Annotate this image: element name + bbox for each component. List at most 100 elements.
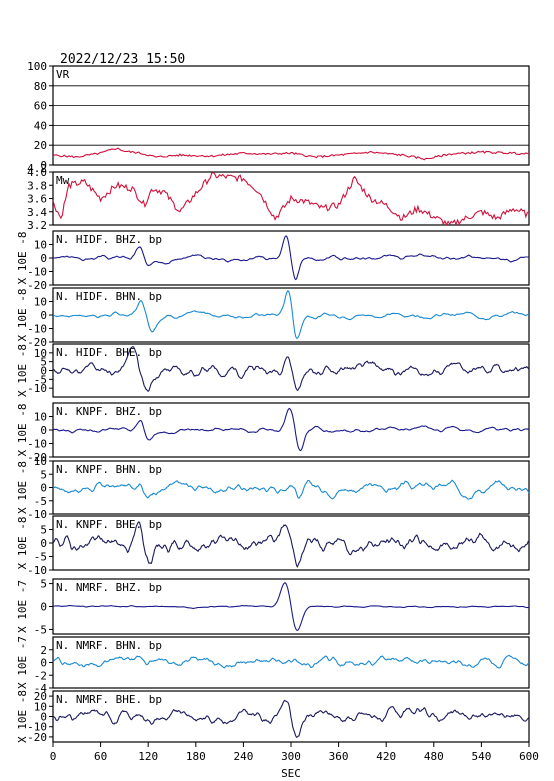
y-tick-label: 5 [40, 356, 47, 369]
y-tick-label: 5 [40, 578, 47, 591]
panel-label: N. HIDF. BHE. bp [56, 346, 162, 359]
panel-label: Mw [56, 174, 70, 187]
y-tick-label: 4.2 [27, 162, 47, 175]
y-tick-label: 3.2 [27, 219, 47, 232]
y-tick-label: -10 [27, 266, 47, 279]
panel-unit: X 10E -8 [16, 289, 29, 342]
panel-frame [52, 171, 530, 226]
y-tick-label: 0 [40, 482, 47, 495]
panel-n-nmrf-bhz-bp: -5 0 5 N. NMRF. BHZ. bp X 10E -7 [16, 578, 530, 636]
x-tick-label: 300 [281, 750, 301, 763]
panel-label: N. KNPF. BHZ. bp [56, 405, 162, 418]
panel-label: VR [56, 68, 70, 81]
series-line [52, 582, 530, 632]
x-tick-label: 360 [329, 750, 349, 763]
y-tick-label: 2 [40, 644, 47, 657]
y-tick-label: 10 [34, 411, 47, 424]
y-tick-label: 10 [34, 239, 47, 252]
series-line [52, 521, 530, 568]
y-tick-label: -4 [34, 682, 48, 695]
panel-label: N. NMRF. BHZ. bp [56, 581, 162, 594]
y-tick-label: -20 [27, 451, 47, 464]
x-tick-label: 0 [50, 750, 57, 763]
y-tick-label: -5 [34, 623, 47, 636]
y-tick-label: -5 [34, 495, 47, 508]
y-tick-label: 60 [34, 100, 47, 113]
y-tick-label: 3.4 [27, 206, 47, 219]
series-line [52, 290, 530, 339]
y-tick-label: 5 [40, 524, 47, 537]
panel-label: N. NMRF. BHN. bp [56, 639, 162, 652]
panel-label: N. KNPF. BHE. bp [56, 518, 162, 531]
y-tick-label: 10 [34, 455, 47, 468]
panel-unit: X 10E -8 [16, 461, 29, 514]
x-tick-label: 180 [186, 750, 206, 763]
y-tick-label: -10 [27, 438, 47, 451]
y-tick-label: -2 [34, 669, 47, 682]
x-tick-label: 540 [471, 750, 491, 763]
series-line [52, 654, 530, 669]
series-line [52, 699, 530, 738]
panel-frame [52, 65, 530, 166]
x-tick-label: 420 [376, 750, 396, 763]
chart-datetime: 2022/12/23 15:50 [60, 52, 185, 67]
series-line [52, 147, 530, 161]
panel-mw: 3.23.43.63.84.04.2 Mw [27, 162, 530, 232]
y-tick-label: -10 [27, 382, 47, 395]
y-tick-label: -5 [34, 551, 47, 564]
x-tick-label: 600 [519, 750, 539, 763]
panel-label: N. KNPF. BHN. bp [56, 463, 162, 476]
series-line [52, 171, 530, 227]
y-tick-label: 10 [34, 700, 47, 713]
y-tick-label: -10 [27, 721, 47, 734]
panel-n-nmrf-bhn-bp: -4-202 N. NMRF. BHN. bp X 10E -7 [16, 636, 530, 695]
y-tick-label: 10 [34, 347, 47, 360]
y-tick-label: 0 [40, 537, 47, 550]
series-line [52, 235, 530, 281]
y-tick-label: 80 [34, 80, 47, 93]
y-tick-label: -20 [27, 336, 47, 349]
series-line [52, 407, 530, 452]
x-tick-label: 120 [138, 750, 158, 763]
y-tick-label: 3.8 [27, 179, 47, 192]
y-tick-label: 20 [34, 139, 47, 152]
panel-vr: 0 20 40 60 80 100 VR [27, 60, 530, 172]
x-tick-label: 240 [233, 750, 253, 763]
x-tick-label: 480 [424, 750, 444, 763]
y-tick-label: -10 [27, 323, 47, 336]
y-tick-label: -5 [34, 373, 47, 386]
panel-n-knpf-bhe-bp: -10-505 N. KNPF. BHE. bp X 10E -8 [16, 515, 530, 577]
y-tick-label: 0 [40, 424, 47, 437]
panel-unit: X 10E -8 [16, 232, 29, 285]
y-tick-label: 0 [40, 252, 47, 265]
panel-unit: X 10E -7 [16, 636, 29, 689]
y-tick-label: 0 [40, 309, 47, 322]
y-tick-label: 5 [40, 468, 47, 481]
x-axis-label: SEC [281, 767, 301, 780]
series-line [52, 479, 530, 500]
y-tick-label: 0 [40, 365, 47, 378]
panel-label: N. NMRF. BHE. bp [56, 693, 162, 706]
panel-unit: X 10E -8 [16, 690, 29, 743]
y-tick-label: -20 [27, 279, 47, 292]
y-tick-label: 0 [40, 159, 47, 172]
y-tick-label: 0 [40, 657, 47, 670]
series-line [52, 345, 530, 392]
y-tick-label: 100 [27, 60, 47, 73]
y-tick-label: 10 [34, 296, 47, 309]
y-tick-label: 4.0 [27, 166, 47, 179]
panel-unit: X 10E -8 [16, 517, 29, 570]
x-tick-label: 60 [94, 750, 107, 763]
panel-label: N. HIDF. BHZ. bp [56, 233, 162, 246]
y-tick-label: -10 [27, 508, 47, 521]
y-tick-label: 0 [40, 601, 47, 614]
panel-unit: X 10E -7 [16, 580, 29, 633]
panel-label: N. HIDF. BHN. bp [56, 290, 162, 303]
y-tick-label: -20 [27, 731, 47, 744]
